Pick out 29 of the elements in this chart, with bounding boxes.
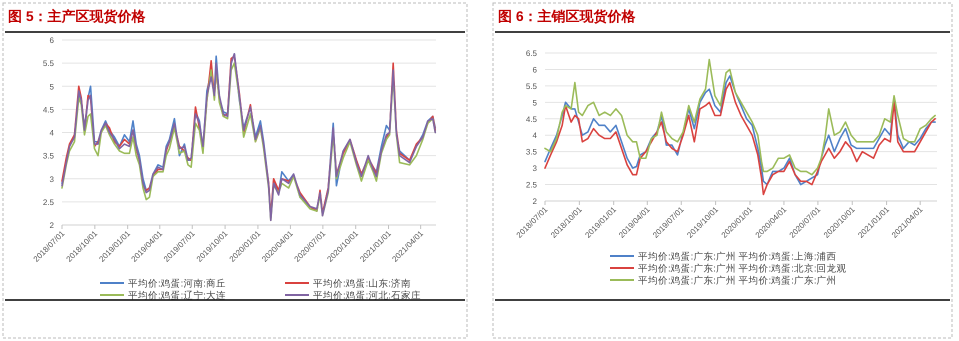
y-tick-label: 5.5 bbox=[526, 82, 538, 91]
legend-label: 平均价:鸡蛋:广东:广州 平均价:鸡蛋:北京:回龙观 bbox=[638, 262, 846, 274]
y-tick-label: 4.5 bbox=[526, 114, 538, 124]
legend-label: 平均价:鸡蛋:广东:广州 平均价:鸡蛋:广东:广州 bbox=[638, 274, 836, 286]
y-tick-label: 5 bbox=[50, 82, 55, 92]
chart-title: 图 6：主销区现货价格 bbox=[498, 8, 637, 24]
y-tick-label: 3.5 bbox=[526, 148, 538, 157]
legend-label: 平均价:鸡蛋:辽宁:大连 bbox=[128, 290, 226, 302]
y-tick-label: 5.5 bbox=[42, 59, 55, 68]
legend-label: 平均价:鸡蛋:河北:石家庄 bbox=[313, 290, 421, 302]
legend-label: 平均价:鸡蛋:广东:广州 平均价:鸡蛋:上海:浦西 bbox=[638, 250, 836, 262]
y-tick-label: 5 bbox=[532, 98, 538, 108]
legend-label: 平均价:鸡蛋:河南:商丘 bbox=[128, 278, 226, 290]
y-tick-label: 3 bbox=[50, 174, 55, 184]
y-tick-label: 6 bbox=[532, 65, 538, 74]
y-tick-label: 6 bbox=[50, 36, 55, 45]
legend-label: 平均价:鸡蛋:山东:济南 bbox=[313, 278, 411, 290]
y-tick-label: 4 bbox=[50, 128, 55, 138]
y-tick-label: 2 bbox=[532, 197, 538, 206]
y-tick-label: 2.5 bbox=[42, 198, 55, 207]
y-tick-label: 3 bbox=[532, 164, 538, 174]
y-tick-label: 4.5 bbox=[42, 105, 55, 114]
y-tick-label: 2 bbox=[50, 221, 55, 230]
y-tick-label: 4 bbox=[532, 131, 538, 140]
line-series bbox=[544, 58, 936, 176]
chart-title: 图 5：主产区现货价格 bbox=[8, 8, 147, 24]
y-tick-label: 3.5 bbox=[42, 152, 55, 161]
y-tick-label: 6.5 bbox=[526, 49, 538, 58]
y-tick-label: 2.5 bbox=[526, 180, 538, 190]
